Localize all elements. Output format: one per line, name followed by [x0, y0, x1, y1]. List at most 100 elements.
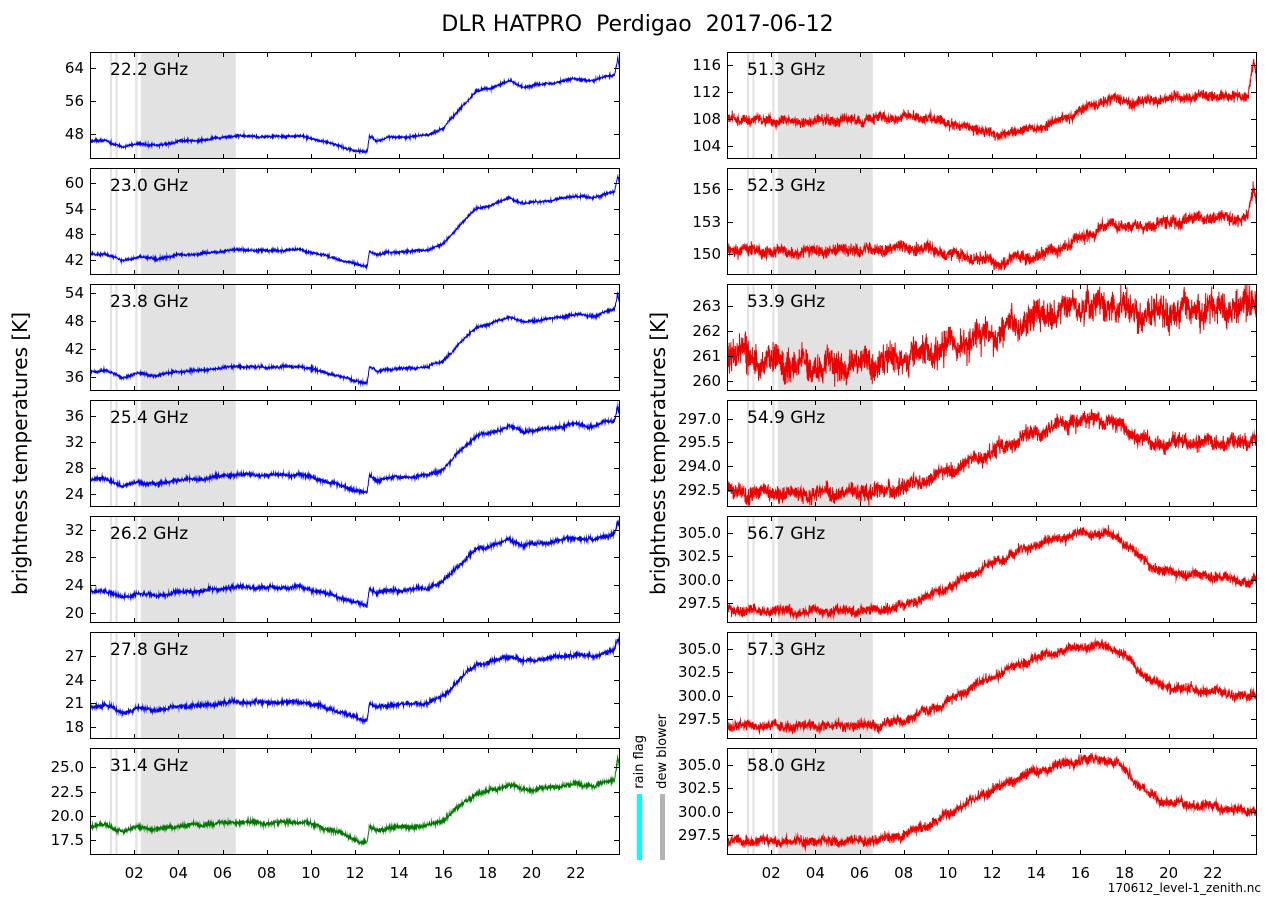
y-tick-label: 300.0 [678, 802, 721, 821]
y-tick-label: 24 [64, 670, 84, 689]
dew-blower-color-bar [660, 794, 665, 860]
y-tick-label: 36 [64, 407, 84, 426]
y-tick-label: 32 [64, 433, 84, 452]
x-tick-label: 20 [1159, 864, 1179, 882]
chart-panel-57.3-GHz: 297.5 300.0 302.5 305.0 57.3 GHz [639, 632, 1257, 739]
y-tick-label: 54 [64, 284, 84, 303]
y-tick-label: 260 [692, 372, 721, 391]
x-tick-label: 04 [168, 864, 188, 882]
frequency-label: 23.0 GHz [110, 176, 189, 196]
y-tick-label: 292.5 [678, 480, 721, 499]
y-tick-label: 20 [64, 603, 84, 622]
y-tick-label: 302.5 [678, 779, 721, 798]
y-tick-label: 116 [692, 56, 721, 75]
y-tick-label: 108 [692, 109, 721, 128]
y-tick-label: 261 [692, 347, 721, 366]
source-filename: 170612_level-1_zenith.nc [1107, 881, 1261, 895]
figure-title: DLR HATPRO Perdigao 2017-06-12 [441, 12, 834, 37]
frequency-label: 23.8 GHz [110, 292, 189, 312]
chart-panel-27.8-GHz: 18 21 24 27 27.8 GHz [2, 632, 620, 739]
y-tick-label: 302.5 [678, 663, 721, 682]
chart-panel-58.0-GHz: 297.5 300.0 302.5 305.0 58.0 GHz [639, 748, 1257, 855]
y-tick-label: 300.0 [678, 570, 721, 589]
y-tick-label: 48 [64, 125, 84, 144]
y-tick-label: 32 [64, 520, 84, 539]
y-tick-label: 305.0 [678, 755, 721, 774]
frequency-label: 54.9 GHz [747, 408, 826, 428]
chart-panel-54.9-GHz: 292.5 294.0 295.5 297.0 54.9 GHz [639, 400, 1257, 507]
y-tick-label: 153 [692, 212, 721, 231]
y-tick-label: 305.0 [678, 523, 721, 542]
frequency-label: 56.7 GHz [747, 524, 826, 544]
y-tick-label: 297.5 [678, 710, 721, 729]
chart-panel-23.0-GHz: 42 48 54 60 23.0 GHz [2, 168, 620, 275]
column-right: 104 108 112 116 51.3 GHz 150 153 156 52.3 GHz 260… [639, 52, 1257, 885]
plot-canvas [727, 168, 1257, 275]
y-tick-label: 28 [64, 459, 84, 478]
plot-canvas [727, 400, 1257, 507]
x-tick-label: 12 [982, 864, 1002, 882]
chart-panel-52.3-GHz: 150 153 156 52.3 GHz [639, 168, 1257, 275]
y-tick-label: 262 [692, 322, 721, 341]
plot-canvas [90, 516, 620, 623]
x-tick-label: 22 [1203, 864, 1223, 882]
plot-canvas [90, 400, 620, 507]
x-tick-label: 16 [433, 864, 453, 882]
frequency-label: 26.2 GHz [110, 524, 189, 544]
plot-canvas [90, 748, 620, 855]
frequency-label: 53.9 GHz [747, 292, 826, 312]
plot-canvas [727, 748, 1257, 855]
y-tick-label: 48 [64, 225, 84, 244]
y-tick-label: 112 [692, 83, 721, 102]
chart-panel-25.4-GHz: 24 28 32 36 25.4 GHz [2, 400, 620, 507]
y-tick-label: 305.0 [678, 639, 721, 658]
x-tick-label: 10 [938, 864, 958, 882]
rain-flag-label: rain flag [632, 735, 647, 789]
x-tick-label: 18 [1114, 864, 1135, 882]
y-tick-label: 294.0 [678, 457, 721, 476]
plot-canvas [727, 52, 1257, 159]
y-tick-label: 20.0 [50, 807, 84, 826]
frequency-label: 51.3 GHz [747, 60, 826, 80]
y-tick-label: 24 [64, 485, 84, 504]
x-tick-label: 08 [257, 864, 277, 882]
chart-panel-22.2-GHz: 48 56 64 22.2 GHz [2, 52, 620, 159]
y-tick-label: 54 [64, 199, 84, 218]
x-axis-tick-labels: 02 04 06 08 10 12 14 16 18 20 22 [2, 861, 620, 885]
y-tick-label: 302.5 [678, 547, 721, 566]
y-tick-label: 297.5 [678, 826, 721, 845]
y-tick-label: 295.5 [678, 433, 721, 452]
chart-panel-26.2-GHz: 20 24 28 32 26.2 GHz [2, 516, 620, 623]
y-tick-label: 22.5 [50, 782, 84, 801]
y-tick-label: 18 [64, 718, 84, 737]
flag-legend: rain flag dew blower [626, 690, 676, 860]
frequency-label: 52.3 GHz [747, 176, 826, 196]
dew-blower-label: dew blower [655, 714, 670, 789]
frequency-label: 27.8 GHz [110, 640, 189, 660]
x-tick-label: 12 [345, 864, 365, 882]
x-tick-label: 18 [477, 864, 498, 882]
chart-panel-53.9-GHz: 260 261 262 263 53.9 GHz [639, 284, 1257, 391]
y-tick-label: 64 [64, 59, 84, 78]
x-tick-label: 20 [522, 864, 542, 882]
legend-item-rain-flag: rain flag [632, 735, 647, 860]
chart-panel-23.8-GHz: 36 42 48 54 23.8 GHz [2, 284, 620, 391]
x-tick-label: 06 [849, 864, 870, 882]
y-tick-label: 25.0 [50, 758, 84, 777]
rain-flag-color-bar [637, 794, 642, 860]
frequency-label: 31.4 GHz [110, 756, 189, 776]
legend-item-dew-blower: dew blower [655, 714, 670, 860]
x-tick-label: 22 [566, 864, 586, 882]
y-tick-label: 28 [64, 548, 84, 567]
column-left: 48 56 64 22.2 GHz 42 48 54 60 23.0 GHz 36 42 48 54 23… [2, 52, 620, 885]
y-tick-label: 42 [64, 251, 84, 270]
plot-canvas [727, 632, 1257, 739]
plot-canvas [727, 516, 1257, 623]
y-tick-label: 297.5 [678, 594, 721, 613]
y-tick-label: 48 [64, 312, 84, 331]
x-axis-tick-labels: 02 04 06 08 10 12 14 16 18 20 22 [639, 861, 1257, 885]
y-tick-label: 56 [64, 92, 84, 111]
y-tick-label: 263 [692, 297, 721, 316]
plot-canvas [90, 632, 620, 739]
chart-panel-51.3-GHz: 104 108 112 116 51.3 GHz [639, 52, 1257, 159]
